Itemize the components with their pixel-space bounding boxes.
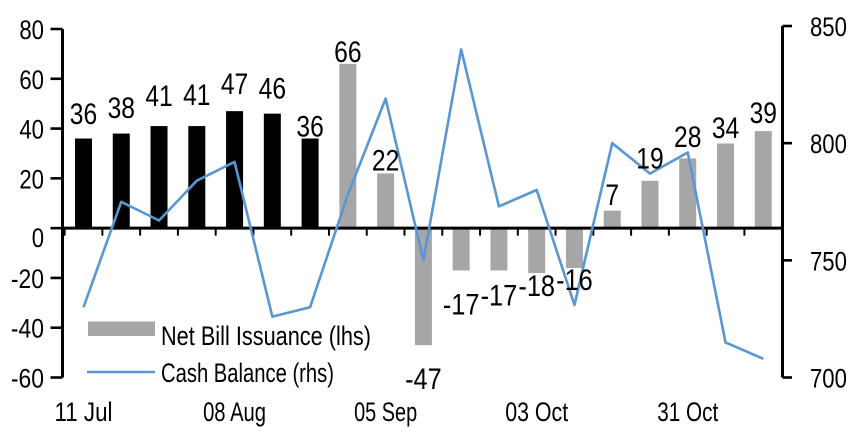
net-bill-issuance-bar	[754, 131, 772, 229]
net-bill-issuance-bar	[377, 173, 395, 229]
left-axis-tick-label: -20	[11, 264, 44, 294]
bar-value-label: 41	[145, 80, 172, 113]
legend-bar-swatch	[88, 321, 155, 336]
bar-value-label: -17	[481, 279, 518, 312]
left-axis-tick-label: -40	[11, 314, 44, 344]
net-bill-issuance-bar	[301, 138, 319, 229]
bar-value-label: 19	[636, 142, 663, 175]
right-axis-tick-label: 800	[810, 129, 847, 159]
bar-value-label: 7	[605, 179, 619, 212]
x-axis-label: 03 Oct	[505, 397, 568, 427]
net-bill-issuance-bar	[565, 228, 583, 268]
bar-value-label: 36	[70, 98, 97, 131]
bar-value-label: -18	[518, 270, 555, 303]
net-bill-issuance-bar	[641, 180, 659, 229]
cash-balance-line-layer	[82, 48, 764, 360]
legend-bar-label: Net Bill Issuance (lhs)	[161, 321, 371, 351]
left-axis-tick-label: -60	[11, 364, 44, 394]
net-bill-issuance-bar	[150, 126, 168, 229]
bar-value-label: 39	[750, 97, 777, 130]
right-axis-tick-label: 850	[810, 12, 847, 42]
net-bill-issuance-bar	[112, 133, 130, 229]
axes-layer: 80 60 40 20 0 -20 -40 -60 850 800 750 700 11 Jul 08 A…	[11, 12, 847, 427]
bar-value-label: 41	[183, 79, 210, 112]
net-bill-issuance-bar	[75, 138, 92, 229]
bar-value-label: 38	[108, 92, 135, 125]
bar-value-label: 22	[372, 144, 399, 177]
x-axis-label: 08 Aug	[203, 397, 266, 427]
net-bill-issuance-bar	[414, 228, 432, 346]
left-axis-tick-label: 0	[32, 223, 44, 253]
net-bill-issuance-bar	[528, 228, 546, 273]
bar-value-label: -16	[556, 264, 593, 297]
legend: Net Bill Issuance (lhs) Cash Balance (rh…	[87, 321, 371, 388]
right-axis-tick-label: 750	[810, 246, 847, 276]
x-axis-label: 11 Jul	[55, 397, 113, 427]
x-axis-label: 05 Sep	[354, 397, 417, 427]
net-bill-issuance-bar	[452, 228, 470, 271]
bar-value-label: 34	[712, 112, 739, 145]
right-axis-tick-label: 700	[810, 364, 847, 394]
net-bill-issuance-bar	[490, 228, 508, 271]
cash-balance-line	[82, 48, 764, 360]
net-bill-issuance-bar	[226, 111, 244, 229]
x-axis-label: 31 Oct	[657, 397, 718, 427]
net-bill-issuance-bar	[679, 158, 697, 229]
bar-value-label: 47	[221, 68, 248, 101]
legend-line-label: Cash Balance (rhs)	[161, 358, 334, 388]
net-bill-issuance-bar	[717, 143, 735, 229]
net-bill-issuance-bar	[339, 63, 357, 229]
left-axis-tick-label: 20	[19, 164, 44, 194]
bar-value-label: 28	[674, 121, 701, 154]
bar-value-label: 46	[259, 73, 286, 106]
net-bill-issuance-bar	[188, 126, 206, 229]
left-axis-tick-label: 60	[19, 65, 44, 95]
net-bill-issuance-bar	[263, 113, 281, 229]
bar-value-label: 66	[334, 36, 361, 69]
bar-value-label: -47	[405, 363, 442, 396]
net-bill-issuance-bar	[603, 210, 621, 229]
left-axis-tick-label: 40	[19, 115, 44, 145]
left-axis-tick-label: 80	[19, 15, 44, 45]
bar-value-label: -17	[443, 288, 480, 321]
bars-layer	[75, 63, 772, 346]
bar-value-label: 36	[296, 111, 323, 144]
